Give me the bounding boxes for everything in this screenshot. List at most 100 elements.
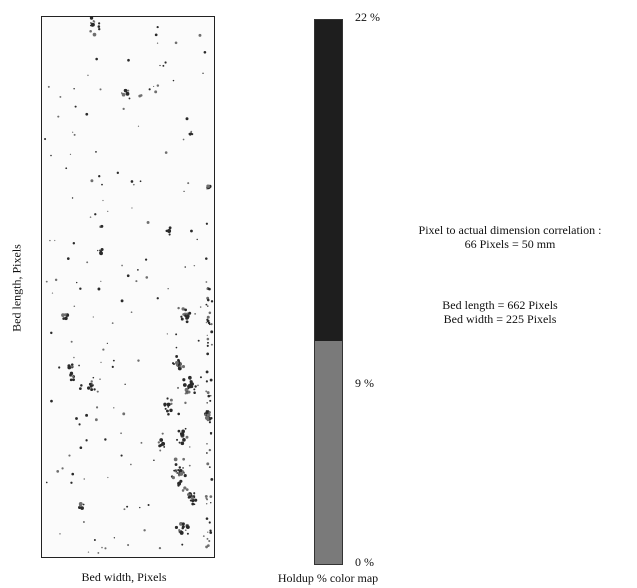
holdup-spot: [123, 88, 128, 93]
holdup-spot: [90, 380, 93, 383]
holdup-spot: [186, 532, 189, 535]
holdup-spot: [90, 388, 94, 392]
holdup-spot: [122, 412, 126, 416]
holdup-spot: [61, 313, 65, 317]
holdup-spot: [181, 543, 184, 546]
holdup-spot: [174, 470, 177, 473]
holdup-spot: [206, 391, 210, 395]
holdup-spot: [124, 383, 126, 386]
holdup-spot: [170, 402, 173, 405]
holdup-spot: [127, 544, 130, 547]
holdup-spot: [75, 417, 78, 420]
holdup-spot: [168, 226, 172, 230]
holdup-spot: [70, 340, 73, 343]
holdup-spot: [140, 441, 143, 444]
holdup-spot: [85, 112, 89, 116]
holdup-spot: [177, 429, 181, 433]
holdup-spot: [191, 502, 195, 506]
holdup-spot: [80, 384, 83, 387]
holdup-spot: [208, 466, 211, 469]
holdup-spot: [112, 359, 115, 362]
holdup-spot: [137, 359, 140, 362]
holdup-spot: [156, 84, 160, 87]
holdup-spot: [194, 385, 197, 388]
holdup-spot: [206, 402, 208, 404]
holdup-spot: [139, 180, 142, 183]
holdup-spot: [206, 452, 208, 454]
holdup-spot: [207, 341, 209, 344]
holdup-spot: [189, 378, 191, 381]
holdup-spot: [193, 391, 196, 394]
holdup-spot: [90, 22, 92, 24]
holdup-spot: [178, 441, 181, 444]
holdup-spot: [72, 242, 76, 245]
holdup-spot: [187, 390, 191, 394]
holdup-spot: [98, 175, 101, 178]
holdup-spot: [145, 276, 149, 279]
holdup-spot: [101, 183, 103, 186]
holdup-spot: [94, 213, 97, 216]
holdup-spot: [102, 348, 105, 351]
holdup-spot: [187, 182, 190, 185]
holdup-spot: [206, 443, 208, 445]
holdup-spot: [196, 238, 198, 241]
holdup-spot: [183, 472, 185, 474]
holdup-spot: [167, 403, 171, 407]
holdup-spot: [143, 529, 146, 532]
holdup-spot: [138, 94, 142, 98]
holdup-spot: [205, 390, 208, 393]
holdup-spot: [97, 249, 99, 252]
holdup-spot: [157, 441, 161, 444]
holdup-spot: [161, 432, 164, 435]
holdup-spot: [144, 258, 148, 261]
holdup-spot: [184, 427, 187, 430]
holdup-spot: [87, 74, 89, 77]
holdup-spot: [69, 378, 73, 382]
holdup-spot: [182, 457, 186, 461]
holdup-spot: [78, 423, 81, 426]
holdup-spot: [193, 494, 196, 497]
holdup-spot: [204, 494, 208, 498]
holdup-spot: [50, 399, 53, 403]
holdup-spot: [82, 503, 85, 506]
holdup-spot: [86, 261, 89, 264]
holdup-spot: [206, 184, 211, 189]
holdup-spot: [189, 132, 192, 135]
holdup-spot: [93, 538, 96, 541]
holdup-spot: [199, 306, 202, 308]
holdup-spot: [183, 474, 187, 478]
holdup-spot: [206, 318, 209, 321]
holdup-spot: [182, 438, 186, 442]
holdup-spot: [185, 488, 189, 492]
holdup-spot: [204, 413, 207, 416]
holdup-spot: [189, 446, 191, 448]
holdup-spot: [153, 459, 155, 462]
holdup-spot: [209, 495, 213, 499]
holdup-spot: [203, 50, 207, 54]
holdup-spot: [209, 529, 212, 532]
holdup-spot: [130, 311, 133, 314]
holdup-spot: [98, 27, 101, 31]
holdup-spot: [101, 546, 103, 549]
holdup-spot: [70, 363, 74, 366]
holdup-spot: [185, 435, 189, 439]
holdup-spot: [121, 264, 123, 267]
holdup-map-canvas: [44, 17, 214, 554]
correlation-line-1: Pixel to actual dimension correlation :: [418, 223, 602, 237]
holdup-spot: [194, 498, 198, 502]
holdup-spot: [132, 183, 135, 186]
holdup-spot: [207, 531, 209, 533]
holdup-spot: [165, 229, 168, 233]
holdup-spot: [80, 506, 84, 510]
holdup-spot: [177, 386, 180, 389]
holdup-spot: [178, 466, 182, 469]
holdup-spot: [154, 90, 158, 94]
colorbar-tick-mid: 9 %: [355, 376, 374, 390]
holdup-spot: [185, 320, 189, 324]
holdup-spot: [209, 531, 213, 534]
holdup-spot: [88, 382, 92, 386]
holdup-spot: [71, 375, 74, 378]
holdup-spot: [85, 439, 88, 442]
colorbar-title: Holdup % color map: [277, 571, 379, 585]
holdup-spot: [50, 331, 53, 335]
